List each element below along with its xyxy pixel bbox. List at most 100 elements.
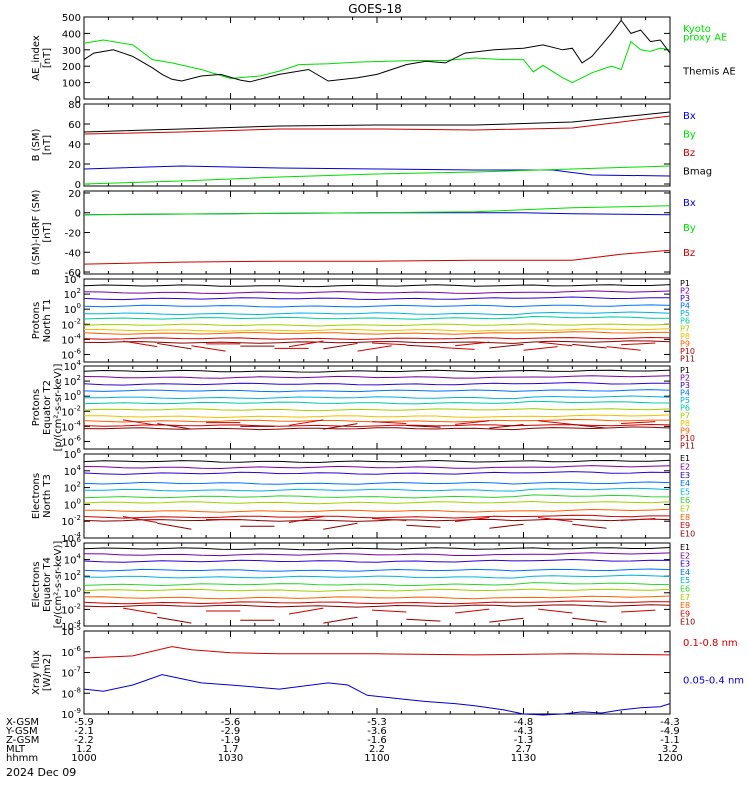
coord-value: -1.9 xyxy=(221,735,241,746)
coord-value: -4.9 xyxy=(660,726,680,737)
sparse-channel-segment xyxy=(455,608,490,614)
channel-line xyxy=(83,369,671,373)
legend-item: P2 xyxy=(680,374,690,383)
sparse-channel-segment xyxy=(406,424,441,428)
y-axis-label: [e/(cm²-s-sr-keV)] xyxy=(53,541,64,629)
y-axis-label: Xray flux xyxy=(31,650,42,695)
channel-line xyxy=(83,284,671,288)
legend-item: P9 xyxy=(680,426,690,435)
y-tick-label: 20 xyxy=(68,189,81,200)
legend-item: E6 xyxy=(680,496,690,505)
sparse-channel-segment xyxy=(621,609,656,613)
y-axis-label: Protons xyxy=(31,302,42,339)
sparse-channel-segment xyxy=(572,617,607,623)
legend-item: By xyxy=(683,223,696,234)
panel-frame xyxy=(83,630,671,715)
y-tick-label: 10-2 xyxy=(61,404,81,418)
channel-line xyxy=(83,595,671,600)
y-tick-label: 40 xyxy=(68,140,81,151)
y-axis-label: North T1 xyxy=(42,299,53,343)
sparse-channel-segment xyxy=(122,340,158,348)
legend-item: P4 xyxy=(680,302,690,311)
y-tick-label: -20 xyxy=(65,229,81,240)
channel-line xyxy=(83,381,671,386)
coord-value: 2.7 xyxy=(516,744,532,755)
series-line xyxy=(83,205,671,216)
legend-item: Themis AE xyxy=(682,66,736,77)
channel-line xyxy=(83,600,670,605)
y-tick-label: 102 xyxy=(64,481,81,495)
coord-value: -5.6 xyxy=(221,717,241,728)
channel-line xyxy=(83,558,671,563)
y-tick-label: 100 xyxy=(62,79,81,90)
coord-value: 3.2 xyxy=(662,744,678,755)
coord-value: -5.9 xyxy=(74,717,94,728)
y-axis-label: Equator T4 xyxy=(42,557,53,612)
coord-value: -2.1 xyxy=(74,726,94,737)
legend-item: P4 xyxy=(680,389,690,398)
sparse-channel-segment xyxy=(538,517,573,523)
plot-title: GOES-18 xyxy=(348,2,402,16)
y-tick-label: 10-2 xyxy=(61,317,81,331)
channel-line xyxy=(83,514,670,519)
coord-value: -2.9 xyxy=(221,726,241,737)
y-axis-label: Protons xyxy=(31,389,42,426)
legend-item: P8 xyxy=(680,332,690,341)
y-axis-label: North T3 xyxy=(42,474,53,518)
legend-item: E2 xyxy=(680,551,690,560)
y-tick-label: 100 xyxy=(64,302,81,316)
legend-item: P10 xyxy=(680,434,695,443)
sparse-channel-segment xyxy=(538,420,573,425)
legend-item: P9 xyxy=(680,339,690,348)
sparse-channel-segment xyxy=(323,522,358,530)
y-tick-label: 300 xyxy=(62,46,81,57)
legend-item: P6 xyxy=(680,404,690,413)
y-tick-label: 10-4 xyxy=(61,332,81,346)
sparse-channel-segment xyxy=(455,420,490,425)
sparse-channel-segment xyxy=(157,522,192,530)
legend-item: P5 xyxy=(680,309,690,318)
sparse-channel-segment xyxy=(455,517,490,523)
sparse-channel-segment xyxy=(323,616,358,624)
coord-row-label: X-GSM xyxy=(6,717,39,728)
series-line xyxy=(83,646,671,659)
coord-value: 1130 xyxy=(511,753,536,764)
legend-item: E4 xyxy=(680,479,690,488)
y-tick-label: 102 xyxy=(64,287,81,301)
channel-line xyxy=(83,604,671,608)
panel-frame xyxy=(83,365,671,450)
channel-line xyxy=(83,336,671,341)
y-tick-label: 104 xyxy=(64,272,82,286)
sparse-channel-segment xyxy=(122,516,158,524)
channel-line xyxy=(83,459,671,464)
sparse-channel-segment xyxy=(289,419,324,426)
sparse-channel-segment xyxy=(289,516,324,524)
legend-item: E7 xyxy=(680,593,690,602)
y-axis-label: [nT] xyxy=(42,48,53,68)
sparse-channel-segment xyxy=(122,419,158,426)
y-tick-label: 10-4 xyxy=(61,419,81,433)
legend-item: E1 xyxy=(680,543,690,552)
y-tick-label: 10-2 xyxy=(61,602,81,616)
legend-item: Bx xyxy=(683,198,696,209)
series-line xyxy=(83,674,671,716)
sparse-channel-segment xyxy=(372,342,407,346)
y-axis-label: [nT] xyxy=(42,135,53,155)
sparse-channel-segment xyxy=(323,342,358,350)
legend-item: Bmag xyxy=(683,167,712,178)
y-tick-label: 10-2 xyxy=(61,514,81,528)
y-tick-label: 200 xyxy=(62,62,81,73)
sparse-channel-segment xyxy=(606,346,641,351)
legend-item: E3 xyxy=(680,471,690,480)
channel-line xyxy=(83,375,671,379)
channel-line xyxy=(83,518,671,522)
legend-item: P8 xyxy=(680,419,690,428)
y-tick-label: 10-8 xyxy=(61,686,81,700)
coord-value: 1030 xyxy=(218,753,243,764)
sparse-channel-segment xyxy=(455,341,490,347)
